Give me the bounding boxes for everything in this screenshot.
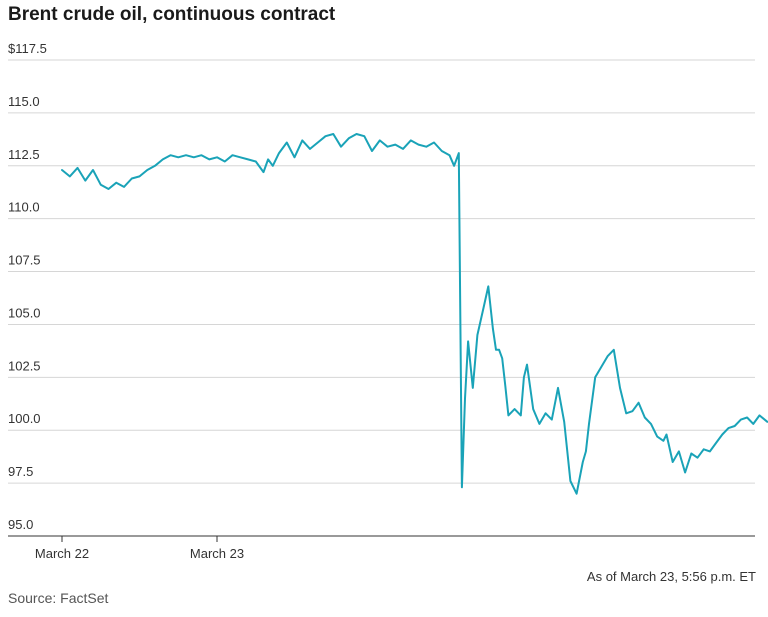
as-of-note: As of March 23, 5:56 p.m. ET xyxy=(586,569,756,584)
gridlines xyxy=(8,59,755,537)
y-tick-label: 95.0 xyxy=(8,517,33,532)
chart-title: Brent crude oil, continuous contract xyxy=(8,4,336,25)
x-tick-label: March 23 xyxy=(190,546,244,561)
series-line xyxy=(61,133,768,495)
y-axis-labels: $117.5 115.0 112.5 110.0 107.5 105.0 102.5 100.… xyxy=(8,41,47,532)
y-tick-label: 105.0 xyxy=(8,305,41,320)
source-note: Source: FactSet xyxy=(8,590,109,606)
series-group xyxy=(61,133,768,495)
y-tick-label: 110.0 xyxy=(8,200,40,215)
y-tick-label: 107.5 xyxy=(8,253,41,268)
x-axis: March 22 March 23 xyxy=(35,536,244,561)
y-tick-label: 112.5 xyxy=(8,147,40,162)
y-tick-label: 97.5 xyxy=(8,464,33,479)
x-tick-label: March 22 xyxy=(35,546,89,561)
y-tick-label: 100.0 xyxy=(8,411,41,426)
y-tick-label: 102.5 xyxy=(8,358,41,373)
y-tick-label: $117.5 xyxy=(8,41,47,56)
y-tick-label: 115.0 xyxy=(8,94,40,109)
